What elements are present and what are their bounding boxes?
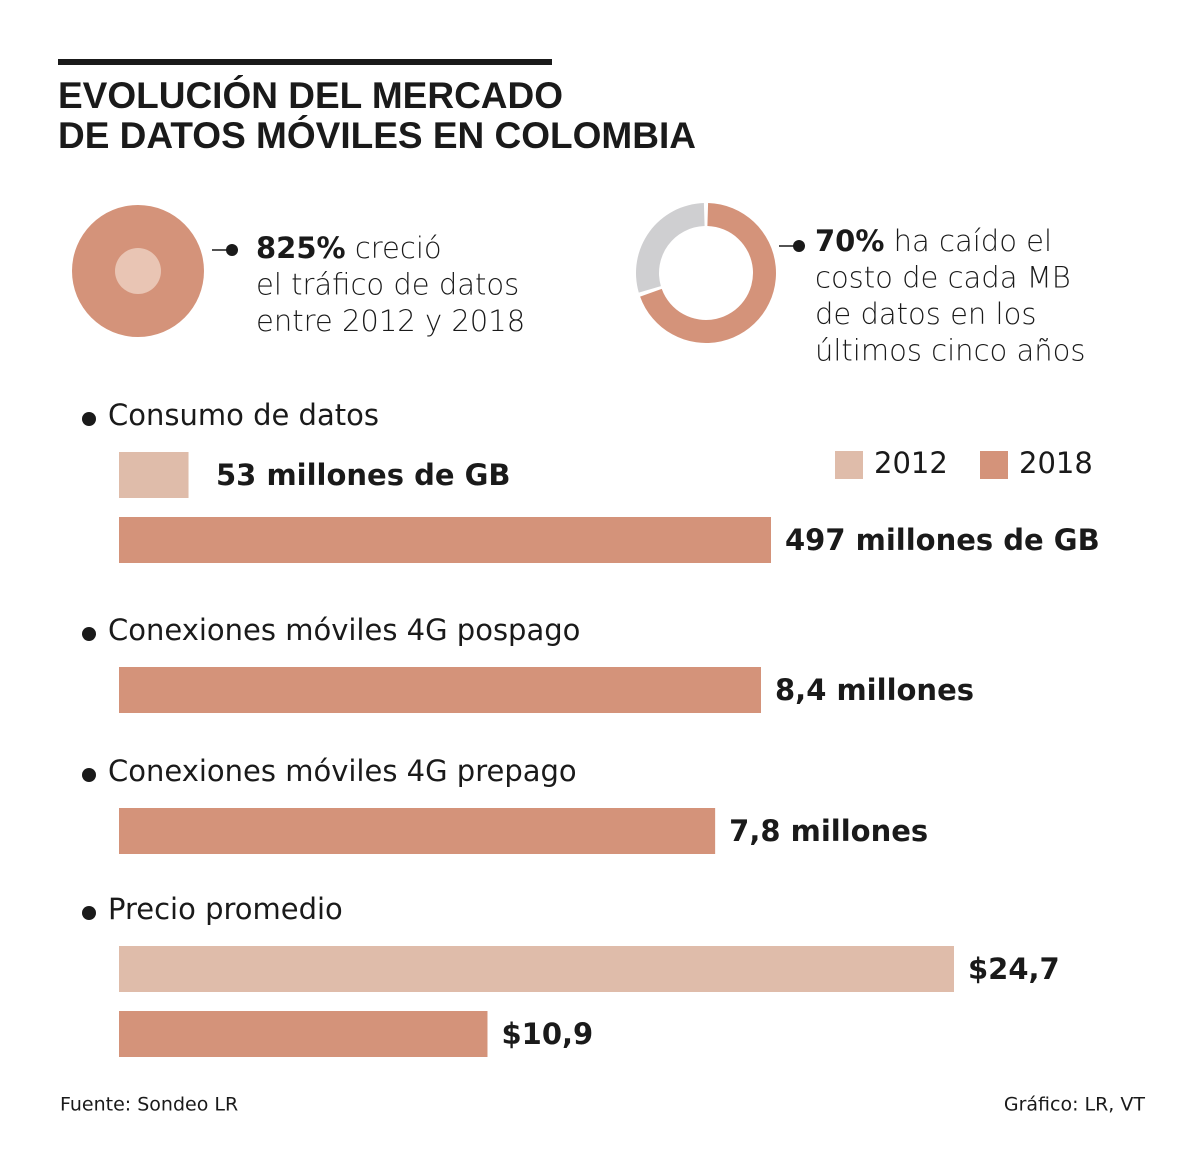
bullet: [82, 412, 96, 426]
donut-arc: [640, 203, 776, 343]
title-rule: [58, 59, 552, 65]
title-line: EVOLUCIÓN DEL MERCADO: [58, 74, 563, 116]
bar: [119, 946, 954, 992]
highlight-line: últimos cinco años: [815, 334, 1085, 368]
legend-swatch: [980, 451, 1008, 479]
category-label: Conexiones móviles 4G pospago: [108, 613, 580, 647]
highlight-line: costo de cada MB: [815, 261, 1071, 295]
category-label: Consumo de datos: [108, 398, 379, 432]
category-label: Precio promedio: [108, 892, 343, 926]
highlight-text: 825% creció: [256, 231, 442, 265]
bullet: [82, 906, 96, 920]
credit: Gráfico: LR, VT: [1004, 1094, 1146, 1116]
bar: [119, 452, 189, 498]
highlight-line: ha caído el: [894, 224, 1052, 258]
donut-rest: [636, 203, 705, 293]
title-line: DE DATOS MÓVILES EN COLOMBIA: [58, 114, 696, 156]
bar: [119, 808, 716, 854]
value-label: $24,7: [968, 952, 1060, 986]
bullet: [82, 627, 96, 641]
legend-swatch: [835, 451, 863, 479]
connector-dot: [793, 240, 805, 252]
legend-label: 2018: [1019, 446, 1093, 480]
value-label: $10,9: [501, 1017, 593, 1051]
highlight-line: de datos en los: [815, 297, 1036, 331]
highlight-value: 825%: [256, 231, 346, 265]
value-label: 7,8 millones: [729, 814, 928, 848]
highlight-line: entre 2012 y 2018: [256, 304, 525, 338]
category-label: Conexiones móviles 4G prepago: [108, 754, 577, 788]
value-label: 53 millones de GB: [216, 458, 511, 492]
source: Fuente: Sondeo LR: [60, 1094, 238, 1116]
highlight-line: el tráfico de datos: [256, 268, 519, 302]
value-label: 8,4 millones: [775, 673, 974, 707]
highlight-line: creció: [355, 231, 442, 265]
bar: [119, 517, 771, 563]
donut-center: [115, 248, 161, 294]
legend-label: 2012: [874, 446, 948, 480]
value-label: 497 millones de GB: [785, 523, 1100, 557]
bar: [119, 667, 761, 713]
highlight-value: 70%: [815, 224, 884, 258]
connector-dot: [226, 244, 238, 256]
bullet: [82, 768, 96, 782]
bar: [119, 1011, 488, 1057]
highlight-text: 70% ha caído el: [815, 224, 1052, 258]
